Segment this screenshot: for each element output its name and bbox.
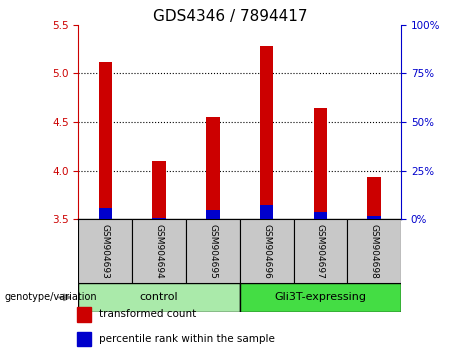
Text: control: control — [140, 292, 178, 302]
Bar — [77, 332, 91, 347]
Text: GSM904697: GSM904697 — [316, 224, 325, 279]
Text: GSM904694: GSM904694 — [154, 224, 164, 279]
Bar — [77, 307, 91, 322]
Bar — [367, 216, 381, 219]
Bar — [132, 219, 186, 283]
Text: transformed count: transformed count — [99, 309, 196, 319]
Text: Gli3T-expressing: Gli3T-expressing — [274, 292, 366, 302]
Bar — [260, 205, 273, 219]
Text: GSM904693: GSM904693 — [101, 224, 110, 279]
Text: percentile rank within the sample: percentile rank within the sample — [99, 334, 275, 344]
Bar — [78, 219, 132, 283]
Text: GDS4346 / 7894417: GDS4346 / 7894417 — [153, 9, 308, 24]
Bar — [152, 161, 166, 219]
Bar — [240, 283, 401, 312]
Bar — [99, 208, 112, 219]
Bar — [260, 46, 273, 219]
Text: genotype/variation: genotype/variation — [5, 292, 97, 302]
Bar — [240, 219, 294, 283]
Bar — [206, 210, 219, 219]
Bar — [367, 177, 381, 219]
Bar — [186, 219, 240, 283]
Bar — [313, 108, 327, 219]
Bar — [206, 117, 219, 219]
Text: GSM904698: GSM904698 — [370, 224, 378, 279]
Bar — [347, 219, 401, 283]
Bar — [152, 217, 166, 219]
Text: GSM904695: GSM904695 — [208, 224, 217, 279]
Bar — [78, 283, 240, 312]
Bar — [99, 62, 112, 219]
Bar — [313, 212, 327, 219]
Text: GSM904696: GSM904696 — [262, 224, 271, 279]
Bar — [294, 219, 347, 283]
